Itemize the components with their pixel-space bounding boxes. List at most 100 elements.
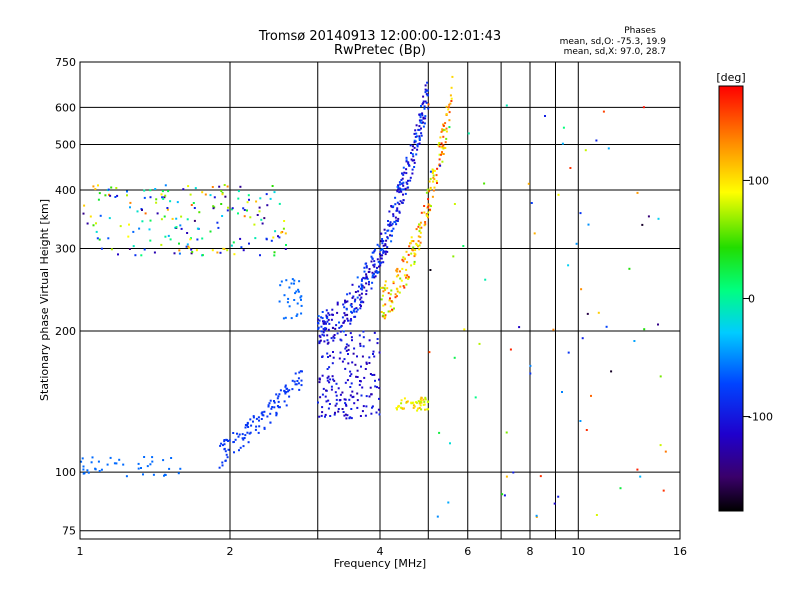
data-point (422, 125, 425, 128)
data-point (261, 222, 264, 225)
data-point (384, 289, 387, 291)
data-point (399, 406, 402, 409)
data-point (211, 186, 214, 188)
data-point (177, 472, 180, 475)
data-point (432, 170, 434, 173)
x-tick-label: 6 (464, 545, 471, 558)
data-point (163, 474, 165, 477)
data-point (398, 187, 401, 190)
data-point (392, 282, 395, 285)
data-point (396, 267, 399, 270)
data-point (238, 433, 241, 436)
data-point (263, 427, 266, 430)
data-point (126, 190, 128, 193)
data-point (296, 302, 299, 305)
data-point (381, 254, 384, 257)
data-point (417, 143, 420, 146)
data-point (610, 370, 613, 373)
data-point (403, 171, 406, 174)
data-point (326, 376, 329, 379)
data-point (580, 288, 583, 291)
data-point (320, 325, 323, 328)
data-point (212, 205, 215, 208)
data-point (529, 364, 532, 367)
data-point (239, 446, 242, 449)
data-point (412, 155, 415, 158)
data-point (412, 240, 415, 243)
data-point (386, 287, 389, 290)
data-point (201, 254, 204, 257)
data-point (378, 351, 381, 354)
data-point (378, 397, 380, 400)
data-point (98, 470, 101, 472)
data-point (326, 352, 329, 355)
data-point (254, 237, 257, 240)
data-point (390, 224, 393, 227)
data-point (97, 184, 99, 187)
data-point (355, 310, 358, 313)
data-point (137, 462, 140, 465)
data-point (401, 258, 404, 261)
data-point (413, 161, 416, 164)
data-point (364, 368, 367, 370)
data-point (98, 238, 101, 241)
data-point (126, 194, 128, 197)
data-point (185, 245, 188, 248)
data-point (401, 267, 404, 270)
data-point (429, 269, 432, 271)
data-point (227, 206, 229, 209)
colorbar-tick-label: -100 (748, 411, 773, 424)
data-point (405, 168, 408, 171)
data-point (347, 319, 349, 322)
data-point (209, 194, 212, 197)
data-point (279, 389, 282, 392)
data-point (445, 137, 448, 140)
data-point (585, 429, 588, 431)
data-point (343, 319, 346, 322)
data-point (271, 406, 274, 408)
data-point (659, 444, 662, 447)
data-point (280, 280, 283, 283)
data-point (426, 94, 429, 97)
data-point (104, 194, 107, 197)
data-point (107, 188, 110, 191)
data-point (242, 207, 245, 210)
data-point (273, 401, 276, 404)
data-point (505, 431, 508, 434)
data-point (411, 159, 414, 162)
data-point (418, 407, 421, 409)
data-point (300, 295, 303, 298)
data-point (228, 439, 231, 442)
data-point (154, 188, 157, 190)
data-point (405, 160, 408, 163)
data-point (373, 272, 375, 275)
data-point (341, 408, 344, 410)
data-point (374, 271, 377, 274)
data-point (420, 122, 423, 124)
data-point (174, 226, 177, 229)
data-point (141, 209, 143, 211)
data-point (356, 296, 359, 299)
data-point (387, 223, 390, 226)
y-axis-label: Stationary phase Virtual Height [km] (38, 199, 51, 401)
data-point (413, 159, 416, 162)
data-point (557, 193, 560, 196)
data-point (351, 390, 354, 393)
data-point (400, 402, 403, 405)
x-tick-labels: 1 2 4 6 8 10 16 (77, 545, 688, 558)
stats-o-mode: mean, sd,O: -75.3, 19.9 (560, 37, 667, 47)
data-point (595, 139, 598, 142)
data-point (418, 402, 421, 405)
data-point (295, 383, 298, 386)
data-point (317, 326, 320, 329)
data-point (394, 221, 397, 224)
data-point (424, 221, 427, 223)
data-point (294, 383, 297, 386)
data-point (149, 463, 152, 466)
data-point (399, 200, 402, 203)
data-point (426, 188, 429, 191)
data-point (418, 137, 421, 140)
data-point (419, 113, 422, 116)
data-point (381, 294, 384, 297)
colorbar-tick-label: 100 (748, 174, 769, 187)
